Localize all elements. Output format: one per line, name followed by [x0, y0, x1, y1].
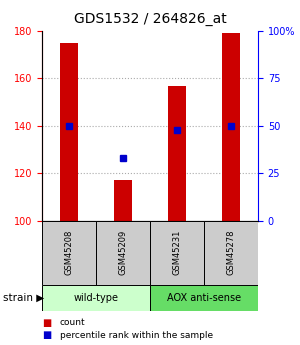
- Text: GSM45231: GSM45231: [172, 230, 182, 275]
- Text: strain ▶: strain ▶: [3, 293, 44, 303]
- Bar: [204, 221, 258, 285]
- Bar: [114, 180, 133, 221]
- Text: AOX anti-sense: AOX anti-sense: [167, 293, 241, 303]
- Bar: [42, 285, 150, 310]
- Bar: [150, 221, 204, 285]
- Text: count: count: [60, 318, 85, 327]
- Text: ■: ■: [42, 318, 51, 327]
- Text: wild-type: wild-type: [74, 293, 118, 303]
- Bar: [96, 221, 150, 285]
- Text: percentile rank within the sample: percentile rank within the sample: [60, 331, 213, 340]
- Text: GSM45208: GSM45208: [64, 230, 74, 275]
- Bar: [60, 43, 79, 221]
- Bar: [168, 86, 187, 221]
- Text: GDS1532 / 264826_at: GDS1532 / 264826_at: [74, 12, 226, 26]
- Text: GSM45209: GSM45209: [118, 230, 127, 275]
- Bar: [42, 221, 96, 285]
- Bar: [150, 285, 258, 310]
- Bar: [222, 33, 241, 221]
- Text: GSM45278: GSM45278: [226, 230, 236, 275]
- Text: ■: ■: [42, 331, 51, 340]
